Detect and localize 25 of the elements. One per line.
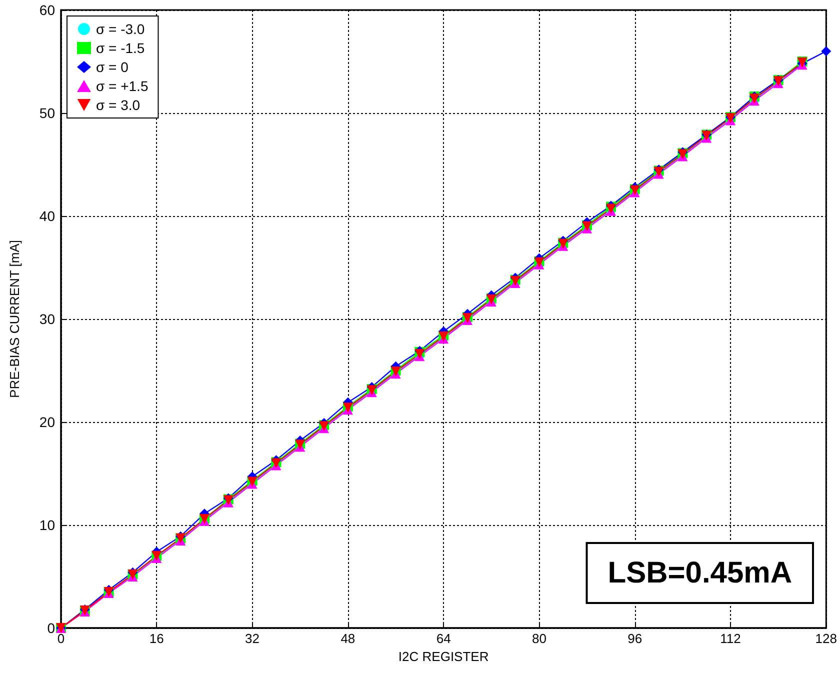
y-tick-label: 30 [39,311,56,327]
legend-label: σ = 3.0 [96,97,140,113]
legend-label: σ = 0 [96,59,129,75]
y-tick-label: 20 [39,414,56,430]
x-tick-label: 48 [340,631,356,646]
legend-label: σ = -1.5 [96,40,145,56]
y-tick-label: 0 [47,620,56,636]
annotation: LSB=0.45mA [608,556,792,590]
y-tick-label: 10 [39,517,56,533]
x-tick-label: 32 [245,631,260,646]
y-tick-label: 40 [39,208,56,224]
x-tick-label: 80 [532,631,546,646]
x-axis-title: I2C REGISTER [398,649,489,664]
y-tick-label: 50 [39,105,56,121]
point [821,46,832,56]
x-tick-label: 128 [815,631,838,646]
legend-label: σ = -3.0 [96,21,145,37]
x-tick-label: 0 [57,631,65,646]
y-axis-title: PRE-BIAS CURRENT [mA] [7,240,22,398]
x-tick-label: 64 [436,631,451,646]
legend-label: σ = +1.5 [96,78,148,94]
x-tick-label: 16 [149,631,164,646]
y-tick-label: 60 [39,2,56,18]
x-tick-label: 112 [720,631,741,646]
x-tick-label: 96 [628,631,642,646]
